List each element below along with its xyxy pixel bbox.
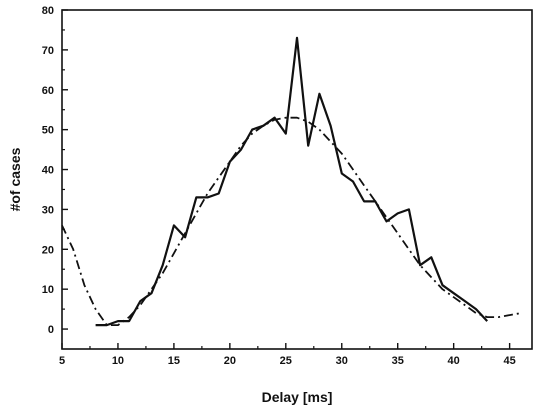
y-tick-label: 30 [42,204,54,216]
x-tick-label: 20 [224,355,236,367]
y-tick-label: 70 [42,45,54,57]
y-axis-label: #of cases [7,147,23,211]
x-tick-label: 40 [448,355,460,367]
x-tick-label: 35 [392,355,404,367]
y-tick-label: 60 [42,85,54,97]
x-tick-label: 5 [59,355,65,367]
y-tick-label: 0 [48,324,54,336]
plot-frame [61,9,533,350]
y-tick-label: 50 [42,125,54,137]
y-axis-ticks: 0 10 20 30 40 50 60 70 80 [42,5,68,336]
series-layer [61,36,521,327]
fit-curve-line [61,116,521,327]
y-tick-label: 10 [42,284,54,296]
x-axis-label: Delay [ms] [262,389,333,405]
x-tick-label: 25 [280,355,292,367]
x-tick-label: 15 [168,355,180,367]
x-tick-label: 10 [112,355,124,367]
y-tick-label: 80 [42,5,54,17]
x-tick-label: 30 [336,355,348,367]
x-tick-label: 45 [503,355,515,367]
y-tick-label: 20 [42,244,54,256]
y-tick-label: 40 [42,165,54,177]
measured-series-line [95,36,489,327]
x-axis-ticks: 5 10 15 20 25 30 35 40 45 [59,343,516,367]
